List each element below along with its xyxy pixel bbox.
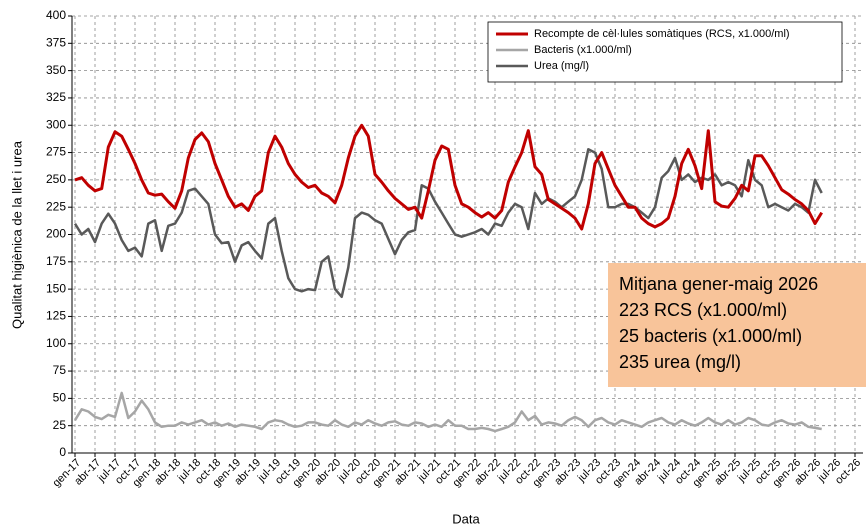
y-tick-label: 400: [46, 8, 66, 22]
y-tick-label: 275: [46, 145, 66, 159]
y-tick-label: 200: [46, 227, 66, 241]
x-axis-title: Data: [452, 511, 480, 526]
y-tick-label: 175: [46, 254, 66, 268]
y-tick-label: 50: [53, 391, 67, 405]
series-line: [74, 123, 823, 231]
annotation-text: 25 bacteris (x1.000/ml): [619, 326, 802, 346]
y-tick-label: 375: [46, 35, 66, 49]
y-tick-label: 325: [46, 90, 66, 104]
y-tick-label: 250: [46, 172, 66, 186]
series-line: [73, 391, 822, 433]
annotation-text: Mitjana gener-maig 2026: [619, 274, 818, 294]
legend-box: [487, 21, 843, 83]
y-tick-label: 0: [59, 445, 66, 459]
y-tick-label: 350: [46, 63, 66, 77]
y-tick-label: 100: [46, 336, 66, 350]
y-tick-label: 75: [53, 363, 67, 377]
legend-label: Recompte de cèl·lules somàtiques (RCS, x…: [534, 28, 790, 40]
annotation-text: 223 RCS (x1.000/ml): [619, 300, 787, 320]
y-tick-label: 125: [46, 309, 66, 323]
y-tick-label: 150: [46, 281, 66, 295]
legend-label: Urea (mg/l): [534, 60, 589, 72]
legend-label: Bacteris (x1.000/ml): [534, 44, 632, 56]
annotation-text: 235 urea (mg/l): [619, 352, 741, 372]
y-tick-label: 225: [46, 199, 66, 213]
series-line: [73, 148, 823, 299]
annotation-box: [608, 263, 866, 387]
y-tick-label: 300: [46, 117, 66, 131]
y-axis-title: Qualitat higiènica de la llet i urea: [9, 140, 24, 329]
y-tick-label: 25: [53, 418, 67, 432]
